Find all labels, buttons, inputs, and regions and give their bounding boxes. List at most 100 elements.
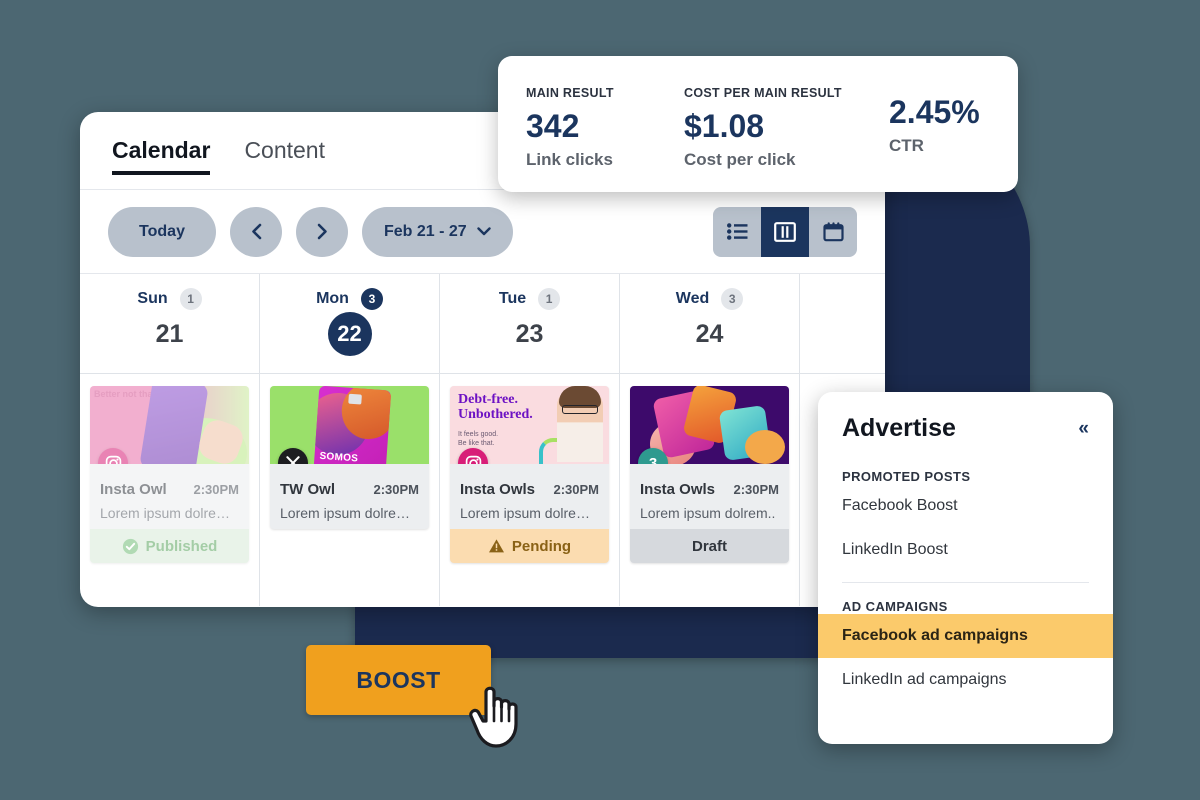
metric-sub: CTR [889,136,924,155]
instagram-glyph [105,455,121,464]
thumb-brand: SOMOS [319,450,359,464]
list-view-button[interactable] [713,207,761,257]
post-card[interactable]: Debt-free. Unbothered. It feels good. Be… [450,386,609,563]
status-badge-pending: Pending [450,529,609,563]
day-name: Sun [137,290,168,307]
day-cell-tue: Debt-free. Unbothered. It feels good. Be… [440,374,620,606]
day-name: Wed [675,290,710,307]
day-header-sun[interactable]: Sun 1 21 [80,274,260,373]
day-number: 23 [515,320,544,348]
advertise-header: Advertise « [818,392,1113,453]
section-heading-promoted-posts: PROMOTED POSTS [842,469,971,484]
post-time: 2:30PM [373,482,419,497]
date-range-selector[interactable]: Feb 21 - 27 [362,206,513,257]
day-count-badge: 3 [721,288,744,310]
day-number: 24 [695,320,724,348]
day-cell-mon: SOMOS Credit VIS TW Owl 2:30PM [260,374,440,606]
advertise-item-linkedin-ad-campaigns[interactable]: LinkedIn ad campaigns [842,671,1007,688]
post-card[interactable]: SOMOS Credit VIS TW Owl 2:30PM [270,386,429,529]
day-number-today: 22 [327,312,372,356]
columns-icon [774,221,796,242]
metric-main-result: MAIN RESULT 342 Link clicks [526,86,684,170]
thumb-headline-line2: Unbothered. [458,407,533,423]
advertise-item-linkedin-boost[interactable]: LinkedIn Boost [842,541,948,558]
thumb-shape-5 [745,430,785,464]
post-cards-row: Better not than everyone Insta Ow [80,374,885,606]
tab-calendar[interactable]: Calendar [112,137,211,176]
thumb-shape-rainbow [539,438,565,464]
tab-content[interactable]: Content [244,137,325,163]
metric-value: $1.08 [684,108,765,144]
thumb-shape-hair [559,386,601,408]
calendar-icon [822,221,844,241]
chevron-left-icon [251,223,261,240]
day-header-tue[interactable]: Tue 1 23 [440,274,620,373]
thumb-subtext-line1: It feels good. [458,431,499,438]
post-body: Insta Owls 2:30PM Lorem ipsum dolre… [450,464,609,529]
post-time: 2:30PM [193,482,239,497]
metric-value: 342 [526,108,580,144]
instagram-icon [458,448,488,464]
day-name: Tue [498,290,527,307]
day-header-wed[interactable]: Wed 3 24 [620,274,800,373]
tab-bar: Calendar Content [80,112,885,190]
metric-sub: Cost per click [684,150,796,169]
view-toggle-group [713,206,857,257]
post-author: Insta Owls [460,481,536,498]
status-badge-published: Published [90,529,249,563]
section-divider [842,582,1089,583]
status-label: Published [145,537,218,555]
post-excerpt: Lorem ipsum dolrem.. [640,505,776,521]
post-card[interactable]: 3 Insta Owls 2:30PM Lorem ipsum dolrem..… [630,386,789,563]
chevron-down-icon [477,227,491,236]
post-excerpt: Lorem ipsum dolre… [100,505,230,521]
collapse-panel-icon[interactable]: « [1078,418,1089,439]
column-view-button[interactable] [761,206,809,257]
day-count-badge: 3 [360,288,383,310]
post-thumbnail: SOMOS Credit VIS [270,386,429,464]
post-time: 2:30PM [553,482,599,497]
metric-sub: Link clicks [526,150,613,169]
section-heading-ad-campaigns: AD CAMPAIGNS [842,599,948,614]
day-header-mon[interactable]: Mon 3 22 [260,274,440,373]
calendar-view-button[interactable] [809,207,857,257]
thumb-shape-card: SOMOS Credit VIS [312,386,392,464]
today-button[interactable]: Today [108,206,216,257]
metric-value: 2.45% [889,94,980,130]
metric-cost-per-main-result: COST PER MAIN RESULT $1.08 Cost per clic… [684,86,889,170]
metric-label: COST PER MAIN RESULT [684,86,842,100]
post-card[interactable]: Better not than everyone Insta Ow [90,386,249,563]
day-count-badge: 1 [179,288,202,310]
instagram-icon [98,448,128,464]
thumb-subtext: It feels good. Be like that. [458,430,498,449]
post-body: TW Owl 2:30PM Lorem ipsum dolre… [270,464,429,529]
advertise-item-facebook-boost[interactable]: Facebook Boost [842,497,958,514]
prev-week-button[interactable] [230,206,282,257]
warning-triangle-icon [488,539,504,553]
day-count-badge: 1 [538,288,561,310]
metrics-summary-card: MAIN RESULT 342 Link clicks COST PER MAI… [498,56,1018,192]
post-excerpt: Lorem ipsum dolre… [280,505,410,521]
check-circle-icon [122,538,138,554]
post-body: Insta Owls 2:30PM Lorem ipsum dolrem.. [630,464,789,529]
next-week-button[interactable] [296,206,348,257]
post-time: 2:30PM [733,482,779,497]
post-count-badge: 3 [638,448,668,464]
thumb-headline: Debt-free. Unbothered. [458,392,533,423]
status-label: Draft [691,537,727,555]
day-number: 21 [155,320,184,348]
calendar-window: Calendar Content Today Feb 21 - 27 [80,112,885,607]
metric-ctr: 2.45% CTR [889,86,980,156]
boost-button[interactable]: BOOST [306,645,491,715]
status-label: Pending [511,537,572,555]
status-badge-draft: Draft [630,529,789,563]
x-twitter-icon [278,448,308,464]
advertise-item-facebook-ad-campaigns[interactable]: Facebook ad campaigns [818,614,1113,658]
chevron-right-icon [317,223,327,240]
day-header-partial[interactable] [800,274,885,373]
calendar-toolbar: Today Feb 21 - 27 [80,190,885,274]
day-cell-wed: 3 Insta Owls 2:30PM Lorem ipsum dolrem..… [620,374,800,606]
post-author: Insta Owls [640,481,716,498]
day-cell-sun: Better not than everyone Insta Ow [80,374,260,606]
thumb-headline-line1: Debt-free. [458,392,518,407]
